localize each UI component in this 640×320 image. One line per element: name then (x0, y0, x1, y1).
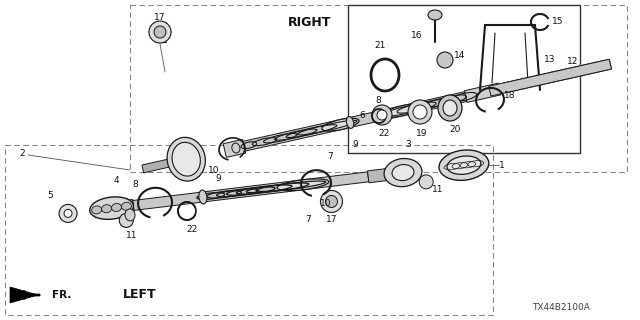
Ellipse shape (102, 205, 111, 213)
Ellipse shape (428, 10, 442, 20)
Polygon shape (10, 287, 38, 303)
Ellipse shape (381, 104, 426, 118)
Circle shape (408, 100, 432, 124)
Circle shape (372, 105, 392, 125)
Text: LEFT: LEFT (123, 289, 157, 301)
Circle shape (119, 213, 133, 228)
Text: 11: 11 (125, 231, 137, 240)
Text: RIGHT: RIGHT (288, 15, 332, 28)
Text: 18: 18 (504, 91, 516, 100)
Circle shape (413, 105, 427, 119)
Text: TX44B2100A: TX44B2100A (532, 303, 590, 313)
Ellipse shape (392, 164, 414, 181)
Ellipse shape (111, 204, 122, 212)
Text: 8: 8 (132, 180, 138, 189)
Polygon shape (243, 92, 467, 151)
Text: 15: 15 (552, 18, 564, 27)
Text: 6: 6 (359, 110, 365, 119)
Polygon shape (367, 165, 412, 183)
Polygon shape (132, 172, 369, 211)
Ellipse shape (447, 156, 481, 174)
Circle shape (321, 190, 342, 212)
Ellipse shape (232, 143, 240, 153)
Text: 5: 5 (47, 191, 53, 200)
Ellipse shape (322, 118, 359, 131)
Text: 8: 8 (375, 96, 381, 105)
Polygon shape (93, 199, 134, 216)
Circle shape (437, 52, 453, 68)
Text: 20: 20 (449, 125, 461, 134)
Text: 3: 3 (405, 140, 411, 149)
Ellipse shape (90, 197, 133, 219)
Circle shape (419, 175, 433, 189)
Ellipse shape (438, 95, 462, 121)
Bar (348, 5, 580, 153)
Text: 11: 11 (433, 185, 444, 194)
Polygon shape (465, 83, 501, 102)
Ellipse shape (277, 179, 329, 191)
Text: 10: 10 (208, 166, 220, 175)
Ellipse shape (172, 142, 200, 176)
Ellipse shape (92, 206, 102, 214)
Text: 22: 22 (378, 130, 390, 139)
Ellipse shape (125, 209, 135, 221)
Text: 16: 16 (412, 30, 423, 39)
Text: 19: 19 (416, 130, 428, 139)
Circle shape (64, 209, 72, 217)
Ellipse shape (122, 202, 131, 210)
Polygon shape (503, 59, 611, 93)
Text: 10: 10 (320, 199, 332, 208)
Ellipse shape (346, 116, 354, 128)
Circle shape (59, 204, 77, 222)
Text: 13: 13 (544, 55, 556, 65)
Polygon shape (223, 140, 246, 157)
Text: 9: 9 (215, 174, 221, 183)
Text: 2: 2 (19, 148, 25, 157)
Text: FR.: FR. (52, 290, 72, 300)
Ellipse shape (384, 158, 422, 187)
Circle shape (149, 21, 171, 43)
Text: 21: 21 (374, 41, 386, 50)
Polygon shape (489, 59, 611, 96)
Ellipse shape (199, 190, 207, 204)
Ellipse shape (443, 100, 457, 116)
Circle shape (326, 196, 337, 207)
Text: 22: 22 (186, 225, 198, 234)
Text: 9: 9 (352, 140, 358, 149)
Text: 4: 4 (114, 176, 120, 185)
Ellipse shape (439, 150, 489, 180)
Text: 12: 12 (567, 57, 579, 66)
Text: 7: 7 (305, 215, 311, 224)
Text: 14: 14 (454, 51, 466, 60)
Circle shape (377, 110, 387, 120)
Text: 1: 1 (499, 161, 505, 170)
Polygon shape (142, 157, 177, 173)
Text: 17: 17 (154, 12, 166, 21)
Text: 17: 17 (326, 215, 337, 224)
Circle shape (154, 26, 166, 38)
Ellipse shape (167, 137, 205, 181)
Text: 7: 7 (328, 152, 333, 161)
